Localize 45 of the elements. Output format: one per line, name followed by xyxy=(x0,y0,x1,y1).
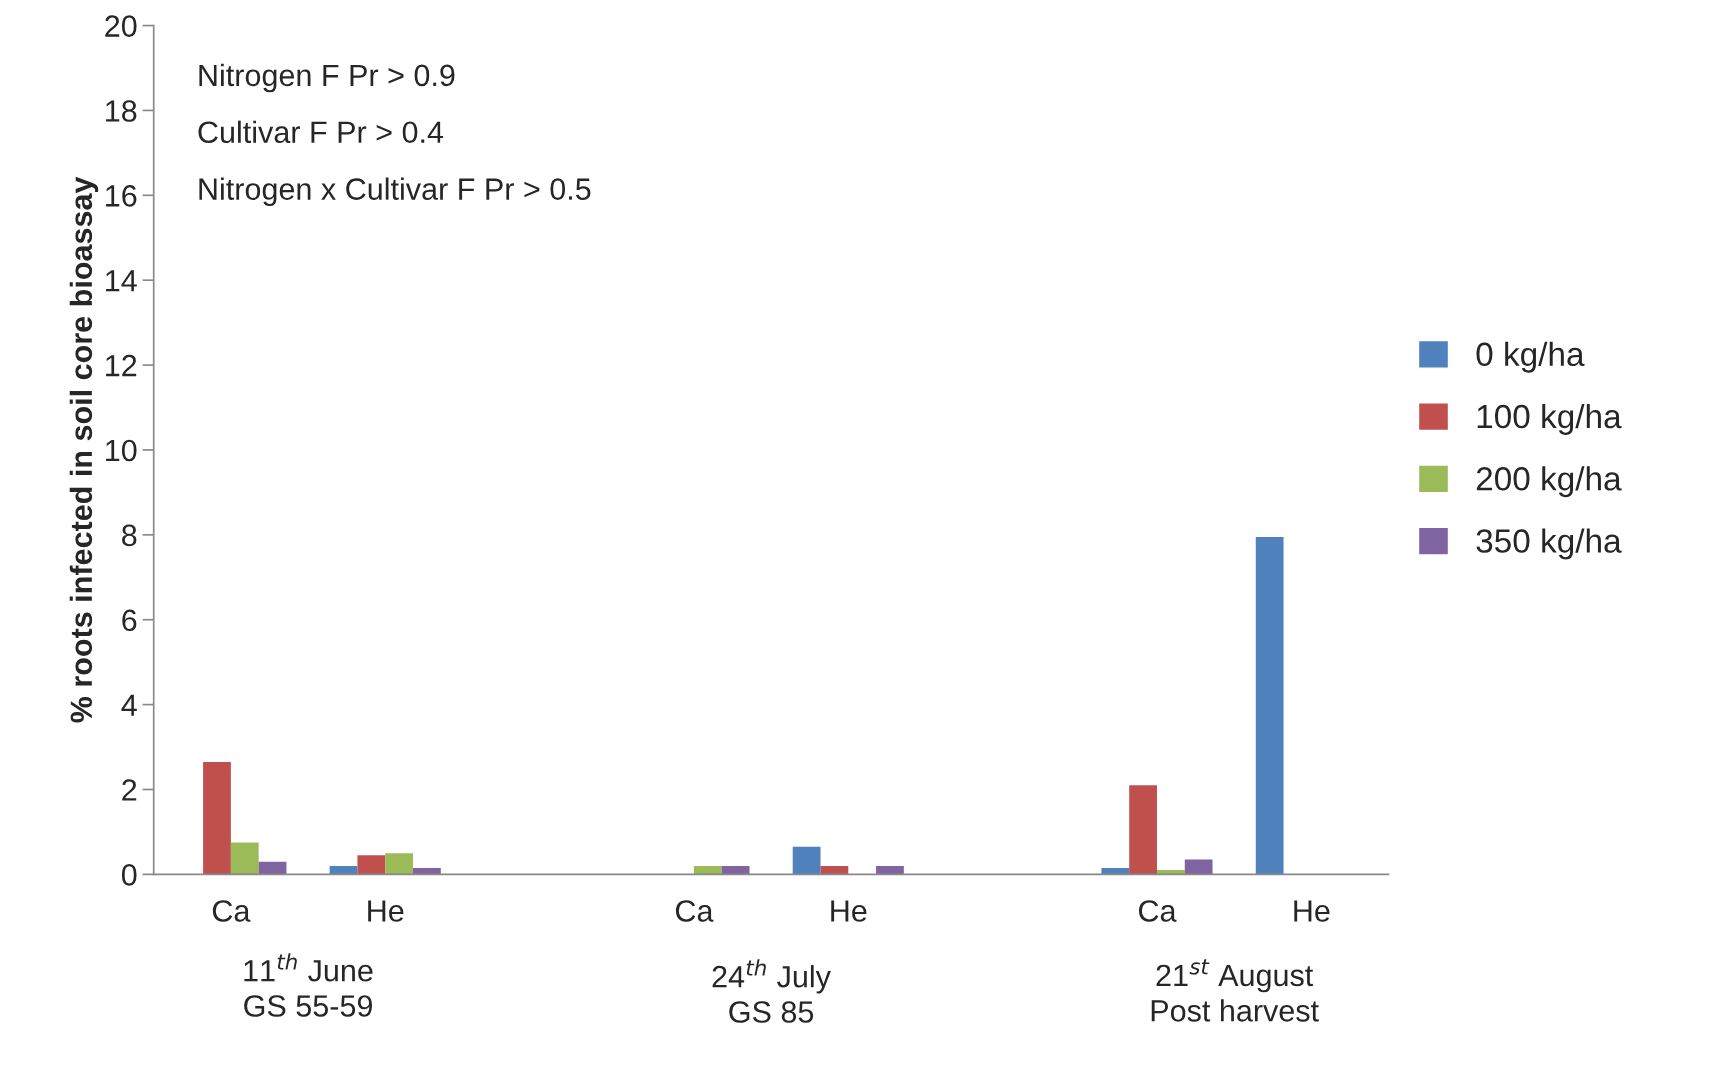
y-tick-label: 14 xyxy=(106,270,137,292)
bar xyxy=(258,861,287,875)
y-tick-label: 0 xyxy=(121,864,137,886)
text: 24$^{th}$ July GS 85 xyxy=(712,959,831,1023)
text: 11$^{th}$ June GS 55-59 xyxy=(244,953,373,1017)
bar xyxy=(1184,859,1213,875)
y-tick-label: 12 xyxy=(106,354,137,377)
bar xyxy=(203,761,231,875)
legend-label: 200 kg/ha xyxy=(1476,466,1622,498)
y-tick-label: 2 xyxy=(122,779,137,801)
annotation: Cultivar F Pr > 0.4 xyxy=(198,120,444,144)
bar xyxy=(413,868,441,875)
y-tick-label: 8 xyxy=(122,524,137,547)
y-tick-label: 16 xyxy=(106,185,137,207)
y-axis-title: % roots infected in soil core bioassay xyxy=(69,176,99,723)
y-tick-label: 6 xyxy=(122,609,137,632)
bar xyxy=(1101,868,1130,875)
bar xyxy=(693,865,722,875)
x-tick-label: Ca xyxy=(675,900,714,922)
bar xyxy=(876,865,904,875)
y-tick-label: 20 xyxy=(105,15,137,37)
bar xyxy=(230,842,259,875)
bar xyxy=(721,865,750,875)
bar xyxy=(1129,785,1157,875)
bar xyxy=(792,846,821,875)
x-tick-label: He xyxy=(831,900,867,922)
legend-label: 0 kg/ha xyxy=(1476,341,1585,373)
y-tick-label: 18 xyxy=(106,100,137,122)
bar xyxy=(820,865,849,875)
bar xyxy=(385,853,414,875)
annotation: Nitrogen x Cultivar F Pr > 0.5 xyxy=(199,177,591,206)
y-tick-label: 10 xyxy=(106,439,137,462)
annotation: Nitrogen F Pr > 0.9 xyxy=(199,63,455,93)
text: 21$^{st}$ August Post harvest xyxy=(1151,959,1319,1022)
legend-label: 350 kg/ha xyxy=(1476,528,1622,560)
bar xyxy=(357,855,386,875)
x-tick-label: Ca xyxy=(212,900,251,922)
bar xyxy=(1156,870,1185,875)
legend-label: 100 kg/ha xyxy=(1477,403,1622,435)
x-tick-label: Ca xyxy=(1139,900,1177,922)
x-tick-label: He xyxy=(368,900,404,922)
bar xyxy=(329,865,358,875)
y-tick-label: 4 xyxy=(121,694,137,716)
bar xyxy=(1255,536,1284,875)
x-tick-label: He xyxy=(1294,900,1330,922)
